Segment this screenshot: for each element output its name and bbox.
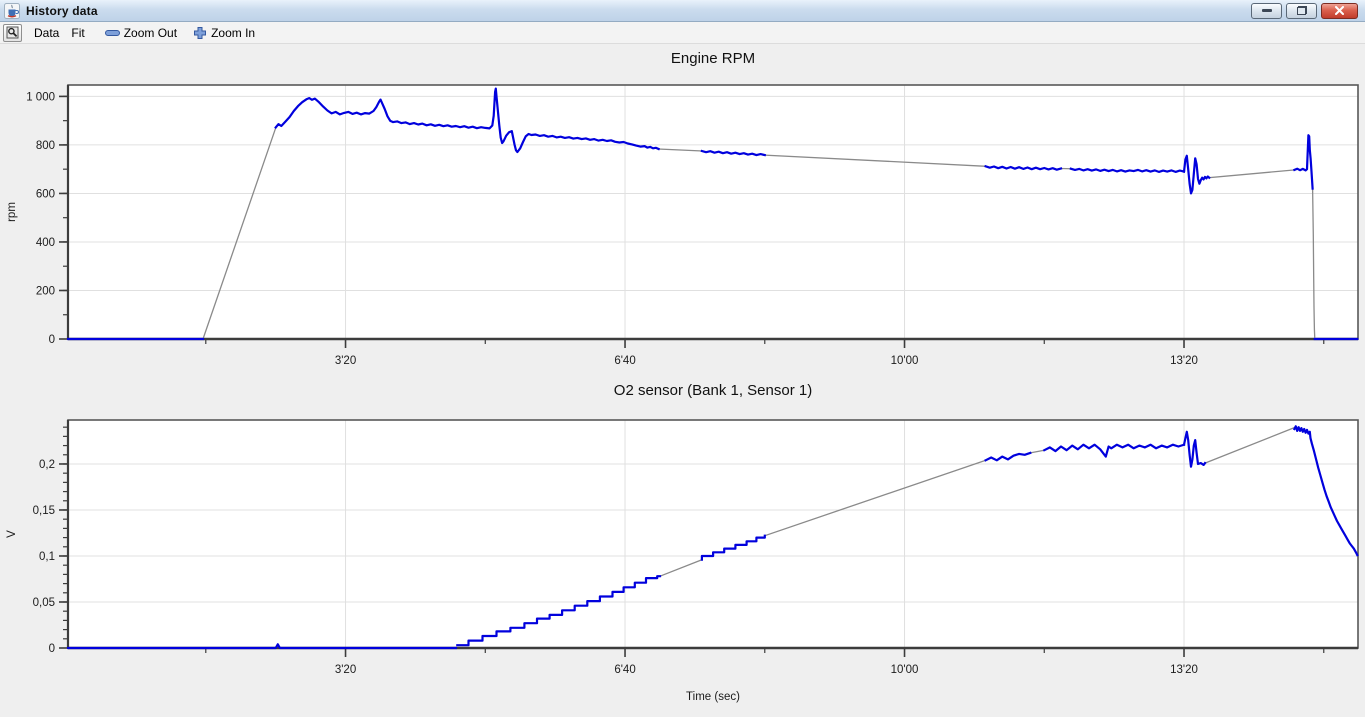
svg-text:800: 800 (36, 140, 55, 152)
java-icon (4, 2, 20, 19)
svg-text:0,2: 0,2 (39, 459, 55, 471)
svg-text:0,15: 0,15 (33, 505, 55, 517)
close-icon (1335, 6, 1344, 15)
svg-text:6'40: 6'40 (614, 355, 635, 367)
y-axis-label-0: rpm (6, 202, 18, 222)
charts-canvas[interactable]: 0 200 400 600 800 1 000 3'20 6'40 10'00 13'20 Engi… (0, 44, 1365, 712)
svg-text:0,1: 0,1 (39, 551, 55, 563)
svg-text:1 000: 1 000 (26, 91, 55, 103)
x-axis-label: Time (sec) (686, 691, 740, 703)
chart-0: 0 200 400 600 800 1 000 3'20 6'40 10'00 13'20 Engi… (6, 50, 1359, 367)
svg-text:0,05: 0,05 (33, 597, 55, 609)
minimize-button[interactable] (1251, 2, 1282, 19)
svg-text:10'00: 10'00 (891, 355, 919, 367)
close-button[interactable] (1321, 2, 1358, 19)
toolbar-item-fit[interactable]: Fit (65, 24, 90, 42)
zoom-in-label: Zoom In (211, 25, 256, 40)
svg-text:200: 200 (36, 285, 55, 297)
zoom-out-label: Zoom Out (123, 25, 178, 40)
toolbar-item-data[interactable]: Data (28, 24, 65, 42)
svg-text:3'20: 3'20 (335, 355, 356, 367)
toolbar-item-zoom-in[interactable]: Zoom In (187, 24, 261, 42)
magnifier-icon (6, 26, 19, 39)
svg-text:0: 0 (49, 643, 55, 655)
zoom-tool-button[interactable] (3, 23, 22, 42)
svg-text:6'40: 6'40 (614, 664, 635, 676)
titlebar[interactable]: History data (0, 0, 1365, 22)
minus-icon (104, 29, 120, 36)
maximize-icon (1296, 6, 1307, 15)
svg-text:3'20: 3'20 (335, 664, 356, 676)
toolbar: Data Fit Zoom Out Zoom In (0, 22, 1365, 44)
plus-icon (193, 26, 207, 40)
svg-text:0: 0 (49, 334, 55, 346)
maximize-button[interactable] (1286, 2, 1317, 19)
y-axis-label-1: V (6, 530, 18, 538)
svg-text:13'20: 13'20 (1170, 664, 1198, 676)
svg-text:400: 400 (36, 237, 55, 249)
toolbar-item-zoom-out[interactable]: Zoom Out (99, 24, 183, 42)
chart-title-1: O2 sensor (Bank 1, Sensor 1) (614, 382, 812, 399)
svg-text:600: 600 (36, 188, 55, 200)
chart-title-0: Engine RPM (671, 50, 755, 67)
svg-text:10'00: 10'00 (891, 664, 919, 676)
svg-text:13'20: 13'20 (1170, 355, 1198, 367)
chart-panel: 0 200 400 600 800 1 000 3'20 6'40 10'00 13'20 Engi… (0, 44, 1365, 712)
chart-1: 0 0,05 0,1 0,15 0,2 3'20 6'40 10'00 13'20 O2 sens… (6, 382, 1359, 703)
window-title: History data (26, 3, 98, 18)
minimize-icon (1261, 9, 1272, 12)
